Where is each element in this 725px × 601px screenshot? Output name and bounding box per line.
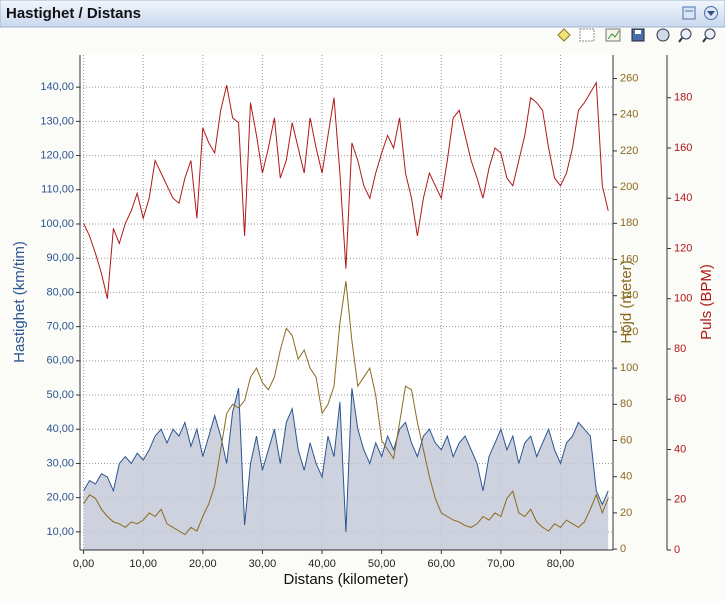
- x-tick-label: 50,00: [368, 558, 396, 570]
- y2-tick-label: 20: [620, 507, 632, 519]
- x-tick-label: 60,00: [428, 558, 456, 570]
- y-tick-label: 90,00: [46, 252, 74, 264]
- x-tick-label: 30,00: [249, 558, 277, 570]
- window-buttons[interactable]: [682, 6, 718, 20]
- y3-tick-label: 60: [674, 393, 686, 405]
- toolbar: [557, 28, 716, 43]
- tool-move[interactable]: [656, 28, 670, 42]
- y2-tick-label: 60: [620, 434, 632, 446]
- tool-grid[interactable]: [579, 28, 595, 42]
- tool-save-icon: [635, 30, 641, 34]
- tool-zoom-in-handle: [678, 37, 683, 43]
- tool-chart-icon: [607, 30, 620, 40]
- y-tick-label: 130,00: [40, 115, 74, 127]
- y2-tick-label: 40: [620, 471, 632, 483]
- x-tick-label: 70,00: [487, 558, 515, 570]
- tool-zoom-in[interactable]: [680, 28, 692, 40]
- y-axis-label: Hastighet (km/tim): [11, 241, 28, 363]
- y-tick-label: 50,00: [46, 389, 74, 401]
- y3-tick-label: 80: [674, 343, 686, 355]
- y2-tick-label: 240: [620, 109, 638, 121]
- y-tick-label: 10,00: [46, 526, 74, 538]
- y2-tick-label: 180: [620, 217, 638, 229]
- y2-tick-label: 200: [620, 181, 638, 193]
- series-line: [83, 80, 609, 299]
- y3-tick-label: 100: [674, 293, 692, 305]
- y3-axis-label: Puls (BPM): [698, 264, 715, 340]
- title-bar: [0, 0, 725, 28]
- y3-tick-label: 160: [674, 142, 692, 154]
- y3-tick-label: 180: [674, 92, 692, 104]
- y2-axis-label: Höjd (meter): [618, 260, 635, 343]
- y-tick-label: 110,00: [41, 184, 74, 196]
- y-tick-label: 40,00: [46, 423, 74, 435]
- y-tick-label: 100,00: [40, 218, 74, 230]
- y2-tick-label: 160: [620, 253, 638, 265]
- y2-tick-label: 120: [620, 326, 638, 338]
- y3-tick-label: 40: [674, 443, 686, 455]
- y-tick-label: 70,00: [46, 321, 74, 333]
- y3-tick-label: 120: [674, 242, 692, 254]
- window-title: Hastighet / Distans: [6, 5, 141, 22]
- y-tick-label: 80,00: [46, 286, 74, 298]
- x-axis-label: Distans (kilometer): [283, 571, 408, 588]
- y-tick-label: 30,00: [46, 457, 74, 469]
- y2-tick-label: 140: [620, 290, 638, 302]
- series-line: [83, 281, 609, 536]
- tool-marker[interactable]: [557, 28, 571, 42]
- y3-tick-label: 0: [674, 544, 680, 556]
- x-tick-label: 40,00: [308, 558, 336, 570]
- x-tick-label: 10,00: [129, 558, 157, 570]
- y-tick-label: 120,00: [40, 149, 74, 161]
- x-tick-label: 0,00: [73, 558, 94, 570]
- restore-button[interactable]: [682, 6, 696, 20]
- series-line: [83, 388, 609, 532]
- y-tick-label: 140,00: [40, 81, 74, 93]
- y2-tick-label: 260: [620, 72, 638, 84]
- tool-zoom-out-handle: [702, 37, 707, 43]
- x-tick-label: 80,00: [547, 558, 575, 570]
- x-tick-label: 20,00: [189, 558, 217, 570]
- y-tick-label: 60,00: [46, 355, 74, 367]
- y2-tick-label: 220: [620, 145, 638, 157]
- y-tick-label: 20,00: [46, 492, 74, 504]
- series-area: [83, 388, 609, 550]
- y2-tick-label: 0: [620, 543, 626, 555]
- y3-tick-label: 20: [674, 494, 686, 506]
- y2-tick-label: 100: [620, 362, 638, 374]
- y3-tick-label: 140: [674, 192, 692, 204]
- tool-zoom-out[interactable]: [704, 28, 716, 40]
- y2-tick-label: 80: [620, 398, 632, 410]
- menu-icon: [707, 11, 715, 16]
